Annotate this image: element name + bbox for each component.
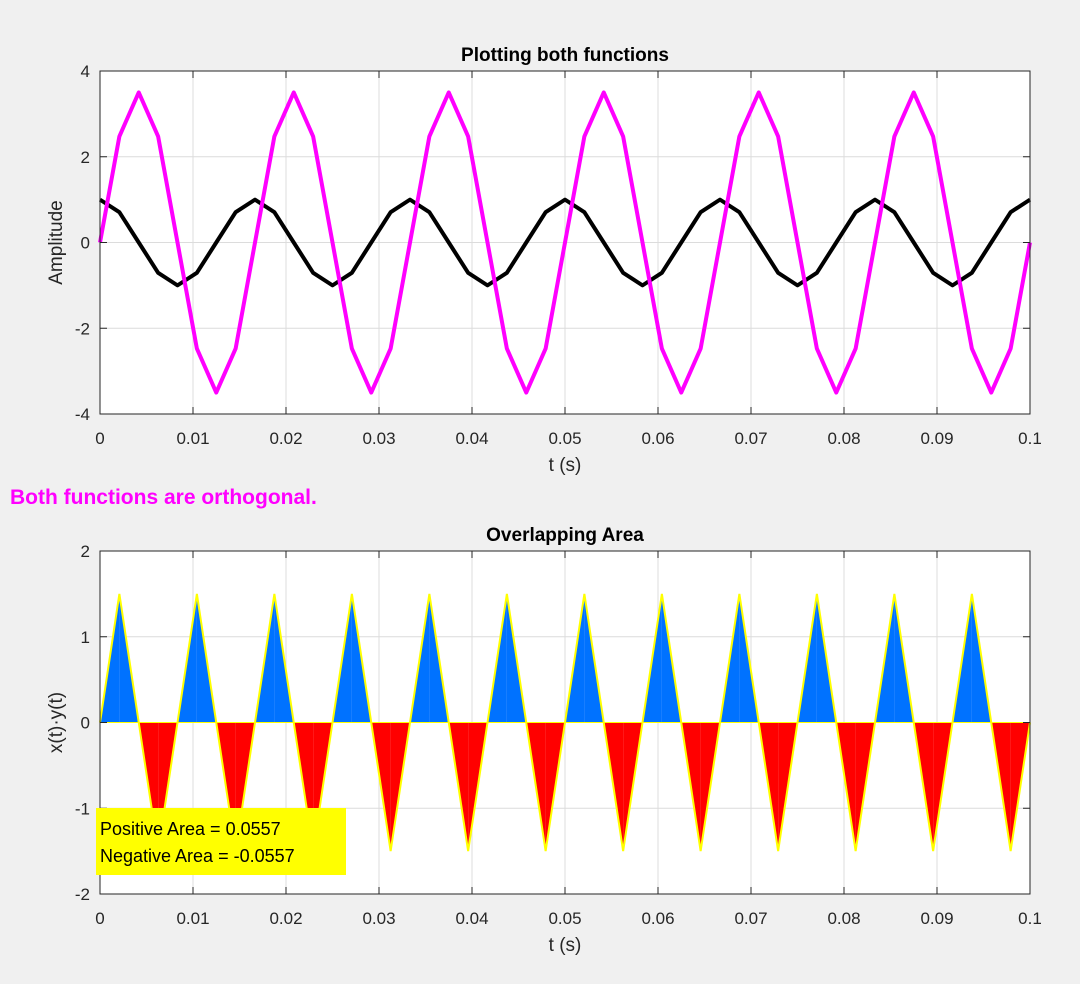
chart1-xtick-label-8: 0.08 <box>827 429 860 448</box>
chart2-ytick-label-2: 0 <box>81 714 90 733</box>
chart1-xtick-label-2: 0.02 <box>269 429 302 448</box>
chart2-ytick-label-4: 2 <box>81 542 90 561</box>
chart2-xtick-label-9: 0.09 <box>920 909 953 928</box>
chart2-xtick-label-10: 0.1 <box>1018 909 1042 928</box>
chart2-xtick-label-7: 0.07 <box>734 909 767 928</box>
chart1-ytick-label-0: -4 <box>75 405 90 424</box>
orthogonality-message: Both functions are orthogonal. <box>10 486 317 509</box>
chart1-xtick-label-4: 0.04 <box>455 429 488 448</box>
chart1-xtick-label-5: 0.05 <box>548 429 581 448</box>
chart2-xtick-label-1: 0.01 <box>176 909 209 928</box>
chart2-xtick-label-0: 0 <box>95 909 104 928</box>
chart1-xtick-label-1: 0.01 <box>176 429 209 448</box>
chart1-title: Plotting both functions <box>461 45 669 66</box>
chart2-ylabel: x(t)·y(t) <box>46 692 67 753</box>
chart1-xtick-label-3: 0.03 <box>362 429 395 448</box>
area-annotation: Positive Area = 0.0557 Negative Area = -… <box>96 808 346 875</box>
chart1-series-sin <box>98 90 1032 395</box>
chart2-xtick-label-8: 0.08 <box>827 909 860 928</box>
chart1-xtick-label-10: 0.1 <box>1018 429 1042 448</box>
positive-area-text: Positive Area = 0.0557 <box>100 819 281 839</box>
chart1-ytick-label-4: 4 <box>81 62 90 81</box>
chart1-ytick-label-1: -2 <box>75 319 90 338</box>
chart2-xtick-label-2: 0.02 <box>269 909 302 928</box>
chart1-xtick-label-7: 0.07 <box>734 429 767 448</box>
chart1-ytick-label-2: 0 <box>81 234 90 253</box>
chart2-xtick-label-6: 0.06 <box>641 909 674 928</box>
chart2-xtick-label-3: 0.03 <box>362 909 395 928</box>
chart2-xtick-label-4: 0.04 <box>455 909 488 928</box>
chart1-ytick-label-3: 2 <box>81 148 90 167</box>
chart2-ytick-label-1: -1 <box>75 799 90 818</box>
chart2-ytick-label-0: -2 <box>75 885 90 904</box>
chart2-xlabel: t (s) <box>549 935 582 956</box>
negative-area-text: Negative Area = -0.0557 <box>100 846 295 866</box>
chart2-xtick-label-5: 0.05 <box>548 909 581 928</box>
chart2-ytick-label-3: 1 <box>81 628 90 647</box>
chart1-series-cos <box>98 197 1032 288</box>
chart1-ylabel: Amplitude <box>46 200 67 285</box>
chart2-title: Overlapping Area <box>486 525 644 546</box>
chart1-xlabel: t (s) <box>549 455 582 476</box>
chart1-xtick-label-0: 0 <box>95 429 104 448</box>
chart1-xtick-label-6: 0.06 <box>641 429 674 448</box>
chart1-xtick-label-9: 0.09 <box>920 429 953 448</box>
